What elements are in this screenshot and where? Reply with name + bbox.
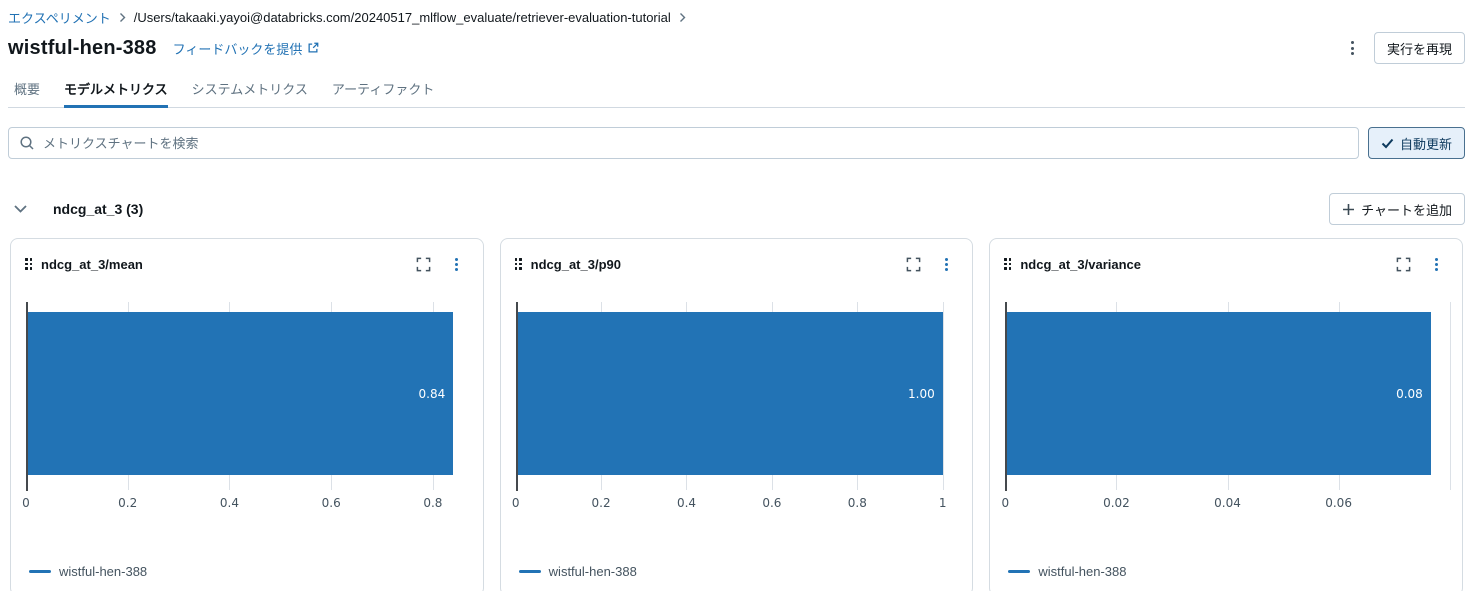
chart-title: ndcg_at_3/variance — [1020, 256, 1142, 272]
chevron-right-icon — [119, 12, 126, 23]
tab-bar: 概要 モデルメトリクス システムメトリクス アーティファクト — [8, 75, 1465, 108]
breadcrumb-experiment-link[interactable]: エクスペリメント — [8, 10, 111, 26]
chart-title: ndcg_at_3/mean — [41, 256, 143, 272]
x-tick-label: 0.8 — [847, 496, 867, 510]
auto-refresh-toggle[interactable]: 自動更新 — [1367, 127, 1465, 159]
chart-body: 1.00 0 0.2 0.4 0.6 0.8 1 — [512, 302, 969, 510]
reproduce-run-label: 実行を再現 — [1386, 41, 1452, 57]
feedback-link-label: フィードバックを提供 — [172, 41, 303, 57]
add-chart-button[interactable]: チャートを追加 — [1329, 193, 1465, 225]
metric-group-header: ndcg_at_3 (3) チャートを追加 — [8, 193, 1465, 225]
x-tick-label: 0.6 — [321, 496, 341, 510]
metrics-toolbar: 自動更新 — [8, 127, 1465, 159]
drag-handle-icon[interactable] — [25, 258, 32, 270]
gridline — [1449, 302, 1451, 490]
breadcrumb: エクスペリメント /Users/takaaki.yayoi@databricks… — [8, 8, 1465, 26]
expand-chart-button[interactable] — [901, 252, 925, 276]
legend-line-swatch — [1008, 570, 1031, 573]
tab-model-metrics[interactable]: モデルメトリクス — [64, 75, 168, 108]
drag-handle-icon[interactable] — [1004, 258, 1012, 270]
header: wistful-hen-388 フィードバックを提供 実行を再現 — [8, 32, 1465, 64]
legend-line-swatch — [29, 570, 51, 573]
legend-line-swatch — [518, 570, 541, 573]
add-chart-label: チャートを追加 — [1361, 202, 1452, 218]
chart-legend: wistful-hen-388 — [990, 564, 1462, 591]
chart-card-header: ndcg_at_3/variance — [990, 239, 1462, 282]
gridline — [942, 302, 944, 490]
plot-area: 0.84 0 0.2 0.4 0.6 0.8 — [22, 302, 479, 510]
chart-body: 0.08 0 0.02 0.04 0.06 — [1002, 302, 1458, 510]
auto-refresh-label: 自動更新 — [1399, 136, 1452, 152]
x-tick-label: 0.04 — [1214, 496, 1241, 510]
bar-series[interactable]: 1.00 — [515, 312, 943, 475]
feedback-link[interactable]: フィードバックを提供 — [173, 39, 320, 58]
chart-legend: wistful-hen-388 — [501, 564, 973, 591]
tab-overview[interactable]: 概要 — [14, 82, 41, 97]
bar-value-label: 1.00 — [908, 386, 935, 401]
external-link-icon — [307, 42, 319, 54]
plot-area: 1.00 0 0.2 0.4 0.6 0.8 1 — [512, 302, 969, 510]
plot-area: 0.08 0 0.02 0.04 0.06 — [1002, 302, 1458, 510]
chevron-down-icon[interactable] — [8, 201, 33, 217]
breadcrumb-path: /Users/takaaki.yayoi@databricks.com/2024… — [133, 9, 671, 25]
chart-title: ndcg_at_3/p90 — [530, 256, 621, 272]
chart-overflow-menu-button[interactable] — [445, 252, 469, 276]
x-tick-label: 0.4 — [676, 496, 697, 510]
x-tick-label: 0.8 — [423, 496, 443, 510]
metric-chart-card-p90: ndcg_at_3/p90 1.00 0 0.2 0.4 0.6 0.8 1 wistfu… — [499, 238, 974, 591]
chart-card-header: ndcg_at_3/mean — [11, 239, 483, 282]
chart-body: 0.84 0 0.2 0.4 0.6 0.8 — [22, 302, 479, 510]
page-overflow-menu-button[interactable] — [1345, 35, 1360, 61]
chart-overflow-menu-button[interactable] — [1424, 252, 1448, 276]
x-tick-label: 0 — [511, 496, 520, 510]
x-tick-label: 0.2 — [591, 496, 611, 510]
x-tick-label: 0.06 — [1325, 496, 1352, 510]
metric-chart-card-variance: ndcg_at_3/variance 0.08 0 0.02 0.04 0.06 wi… — [989, 238, 1464, 591]
search-input[interactable] — [43, 135, 1348, 151]
y-axis-line — [1005, 302, 1008, 491]
bar-series[interactable]: 0.08 — [1005, 312, 1431, 475]
legend-run-name[interactable]: wistful-hen-388 — [1038, 564, 1127, 579]
page-title: wistful-hen-388 — [8, 36, 157, 59]
search-icon — [19, 135, 35, 151]
x-tick-label: 0.6 — [762, 496, 782, 510]
chart-overflow-menu-button[interactable] — [934, 252, 958, 276]
check-icon — [1381, 138, 1394, 149]
x-tick-label: 0.02 — [1103, 496, 1130, 510]
x-tick-label: 0.4 — [219, 496, 239, 510]
plus-icon — [1342, 203, 1355, 216]
chart-legend: wistful-hen-388 — [11, 564, 483, 591]
x-tick-label: 1 — [938, 496, 947, 510]
metric-group-title: ndcg_at_3 (3) — [53, 201, 144, 217]
expand-chart-button[interactable] — [1391, 252, 1415, 276]
x-tick-label: 0 — [22, 496, 30, 510]
bar-value-label: 0.84 — [418, 386, 446, 401]
chart-card-header: ndcg_at_3/p90 — [501, 239, 973, 282]
y-axis-line — [515, 302, 518, 491]
search-box[interactable] — [8, 127, 1359, 159]
x-tick-label: 0 — [1001, 496, 1010, 510]
bar-series[interactable]: 0.84 — [26, 312, 454, 475]
x-tick-label: 0.2 — [118, 496, 138, 510]
bar-value-label: 0.08 — [1396, 386, 1423, 401]
tab-system-metrics[interactable]: システムメトリクス — [191, 82, 308, 97]
chart-cards-row: ndcg_at_3/mean 0.84 0 0.2 0.4 0.6 0.8 wistfu… — [8, 238, 1465, 591]
y-axis-line — [26, 302, 28, 491]
chevron-right-icon — [679, 12, 686, 23]
tab-artifacts[interactable]: アーティファクト — [331, 82, 435, 97]
legend-run-name[interactable]: wistful-hen-388 — [59, 564, 148, 579]
metric-chart-card-mean: ndcg_at_3/mean 0.84 0 0.2 0.4 0.6 0.8 wistfu… — [10, 238, 484, 591]
expand-chart-button[interactable] — [412, 252, 436, 276]
drag-handle-icon[interactable] — [514, 258, 522, 270]
reproduce-run-button[interactable]: 実行を再現 — [1373, 32, 1465, 64]
legend-run-name[interactable]: wistful-hen-388 — [548, 564, 637, 579]
